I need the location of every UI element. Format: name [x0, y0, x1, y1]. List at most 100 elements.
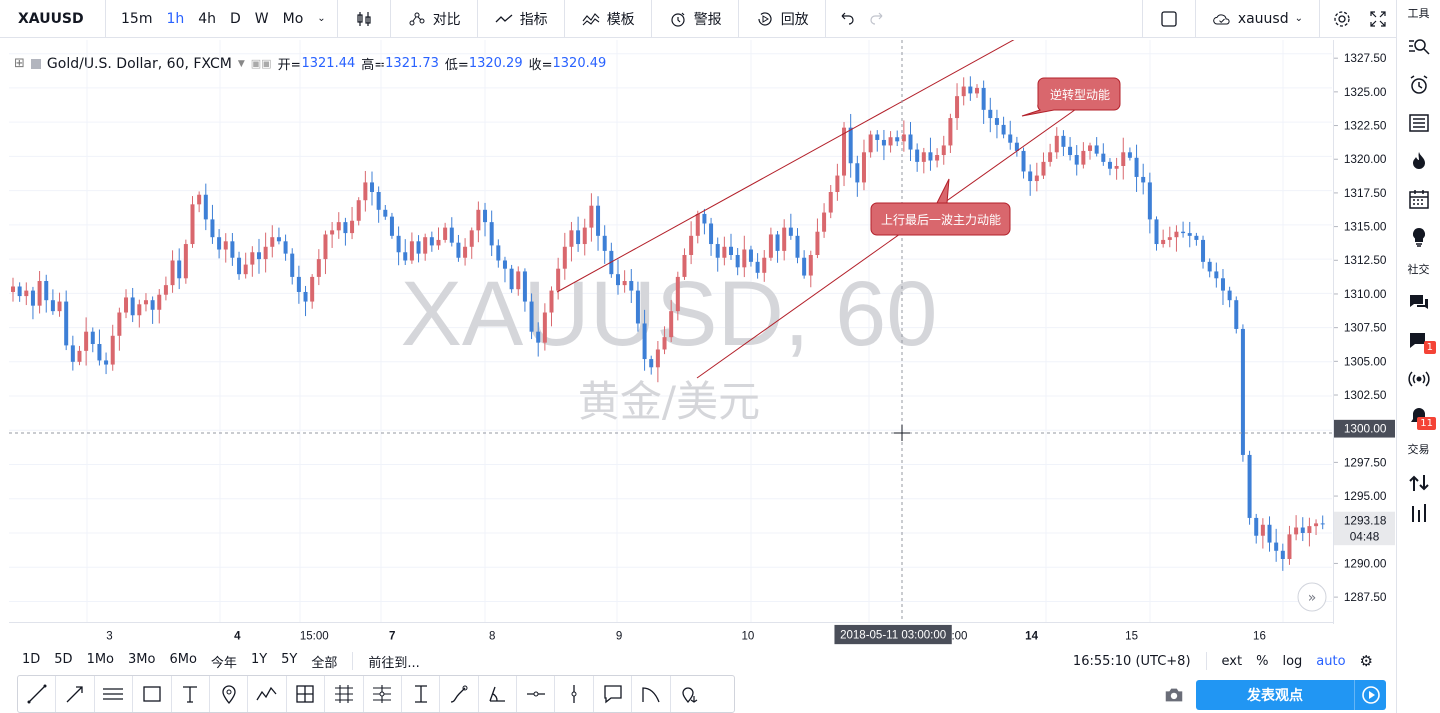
- redo-button[interactable]: [862, 0, 894, 38]
- fullscreen-layout-button[interactable]: [1147, 0, 1191, 38]
- flame-icon: [1412, 152, 1425, 169]
- indicators-button[interactable]: 指标: [482, 0, 560, 38]
- chart-settings-gear-icon[interactable]: ⚙: [1359, 652, 1373, 670]
- callout-last-wave[interactable]: 上行最后一波主力动能: [870, 178, 1011, 236]
- notifications-button[interactable]: 11: [1397, 398, 1440, 436]
- range-1d[interactable]: 1D: [22, 651, 41, 667]
- price-tick-label: 1317.50: [1344, 186, 1387, 200]
- timeframe-dropdown-chevron-icon[interactable]: ⌄: [317, 13, 326, 24]
- range-all[interactable]: 全部: [311, 655, 338, 671]
- tool-curve[interactable]: [632, 676, 671, 712]
- double-chevron-right-icon: »: [1308, 590, 1317, 606]
- camera-icon[interactable]: [1163, 684, 1185, 706]
- calendar-button[interactable]: [1397, 180, 1440, 218]
- open-label: 开=: [277, 58, 302, 73]
- range-1mo[interactable]: 1Mo: [86, 651, 115, 667]
- compare-button[interactable]: 对比: [395, 0, 473, 38]
- undo-button[interactable]: [830, 0, 862, 38]
- private-chats-button[interactable]: 1: [1397, 322, 1440, 360]
- tool-elliott-wave[interactable]: [248, 676, 287, 712]
- tool-brush[interactable]: [440, 676, 479, 712]
- price-tick-label: 1290.00: [1344, 556, 1387, 570]
- legend-menu-chevron-icon[interactable]: ▼: [237, 58, 245, 69]
- news-button[interactable]: [1397, 104, 1440, 142]
- streams-button[interactable]: [1397, 360, 1440, 398]
- tool-pin-alert[interactable]: [671, 676, 709, 712]
- candle-body: [489, 222, 494, 246]
- range-1y[interactable]: 1Y: [250, 651, 268, 667]
- candle-body: [11, 286, 15, 292]
- percent-scale-toggle[interactable]: %: [1256, 653, 1269, 669]
- legend-title[interactable]: Gold/U.S. Dollar, 60, FXCM: [46, 55, 232, 72]
- alerts-sidebar-button[interactable]: [1397, 66, 1440, 104]
- trading-panel-button[interactable]: [1397, 464, 1440, 502]
- tool-horizontal-lines[interactable]: [95, 676, 134, 712]
- alert-button[interactable]: 警报: [656, 0, 734, 38]
- watchlist-search-button[interactable]: [1397, 28, 1440, 66]
- tool-vertical-line[interactable]: [555, 676, 594, 712]
- timeframe-w[interactable]: W: [254, 10, 269, 27]
- scroll-to-end-button[interactable]: »: [1297, 582, 1327, 612]
- tool-rectangle[interactable]: [133, 676, 172, 712]
- tool-fib-extension[interactable]: [364, 676, 402, 712]
- tool-trend-line[interactable]: [18, 676, 57, 712]
- fullscreen-button[interactable]: [1360, 0, 1396, 38]
- candle-body: [682, 254, 687, 277]
- candle-body: [163, 285, 168, 295]
- text-icon: [183, 686, 198, 703]
- legend-eye-icon[interactable]: ▣▣: [250, 57, 272, 70]
- goto-date-button[interactable]: 前往到...: [368, 655, 420, 671]
- publish-idea-button[interactable]: 发表观点: [1196, 680, 1386, 710]
- hotlists-button[interactable]: [1397, 142, 1440, 180]
- log-scale-toggle[interactable]: log: [1282, 653, 1303, 669]
- channel-upper-line[interactable]: [556, 40, 1017, 293]
- timeframe-d[interactable]: D: [230, 10, 241, 27]
- range-5d[interactable]: 5D: [54, 651, 73, 667]
- collapse-legend-icon[interactable]: ⊞: [14, 56, 25, 71]
- symbol-search[interactable]: XAUUSD: [0, 0, 106, 38]
- chats-button[interactable]: [1397, 284, 1440, 322]
- range-ytd[interactable]: 今年: [210, 655, 237, 671]
- timezone-clock[interactable]: 16:55:10 (UTC+8): [1072, 653, 1191, 669]
- candle-body: [1034, 175, 1039, 182]
- auto-scale-toggle[interactable]: auto: [1316, 653, 1346, 669]
- templates-button[interactable]: 模板: [569, 0, 647, 38]
- chart-style-button[interactable]: [342, 0, 386, 38]
- tool-fib-retracement[interactable]: [325, 676, 364, 712]
- candle-body: [316, 259, 321, 277]
- callout-reversal[interactable]: 逆转型动能: [1021, 77, 1121, 117]
- ideas-button[interactable]: [1397, 218, 1440, 256]
- cloud-save-button[interactable]: xauusd ⌄: [1200, 0, 1315, 38]
- price-tick-label: 1307.50: [1344, 321, 1387, 335]
- ext-hours-toggle[interactable]: ext: [1221, 653, 1243, 669]
- tool-marker[interactable]: [210, 676, 249, 712]
- dom-button[interactable]: [1397, 502, 1440, 526]
- tool-text[interactable]: [172, 676, 210, 712]
- tool-gann-box[interactable]: [287, 676, 326, 712]
- candle-body: [888, 137, 893, 146]
- time-tick-label: 4: [234, 630, 241, 642]
- timeframe-15m[interactable]: 15m: [121, 10, 153, 27]
- map-pin-icon: [221, 685, 236, 704]
- tool-callout[interactable]: [594, 676, 633, 712]
- play-circle-icon[interactable]: [1354, 680, 1386, 710]
- candle-body: [403, 252, 408, 261]
- replay-button[interactable]: 回放: [743, 0, 821, 38]
- tool-price-range[interactable]: [402, 676, 441, 712]
- tool-horizontal-ray[interactable]: [517, 676, 556, 712]
- price-axis[interactable]: 1327.50 1325.00 1322.50 1320.00 1317.50 1315.…: [1333, 40, 1395, 624]
- range-3mo[interactable]: 3Mo: [128, 651, 156, 667]
- range-6mo[interactable]: 6Mo: [169, 651, 197, 667]
- compare-icon: [409, 12, 425, 25]
- price-chart[interactable]: XAUUSD, 60 黄金/美元 逆转型动能 上行最后一波主力动能 »: [9, 40, 1332, 622]
- tool-arrow[interactable]: [56, 676, 95, 712]
- timeframe-4h[interactable]: 4h: [198, 10, 217, 27]
- range-5y[interactable]: 5Y: [281, 651, 298, 667]
- timeframe-1h[interactable]: 1h: [166, 10, 185, 27]
- timeframe-mo[interactable]: Mo: [282, 10, 304, 27]
- top-right-controls: xauusd ⌄: [1138, 0, 1396, 38]
- tool-angle[interactable]: [479, 676, 518, 712]
- settings-button[interactable]: [1324, 0, 1360, 38]
- search-list-icon: [1408, 39, 1430, 55]
